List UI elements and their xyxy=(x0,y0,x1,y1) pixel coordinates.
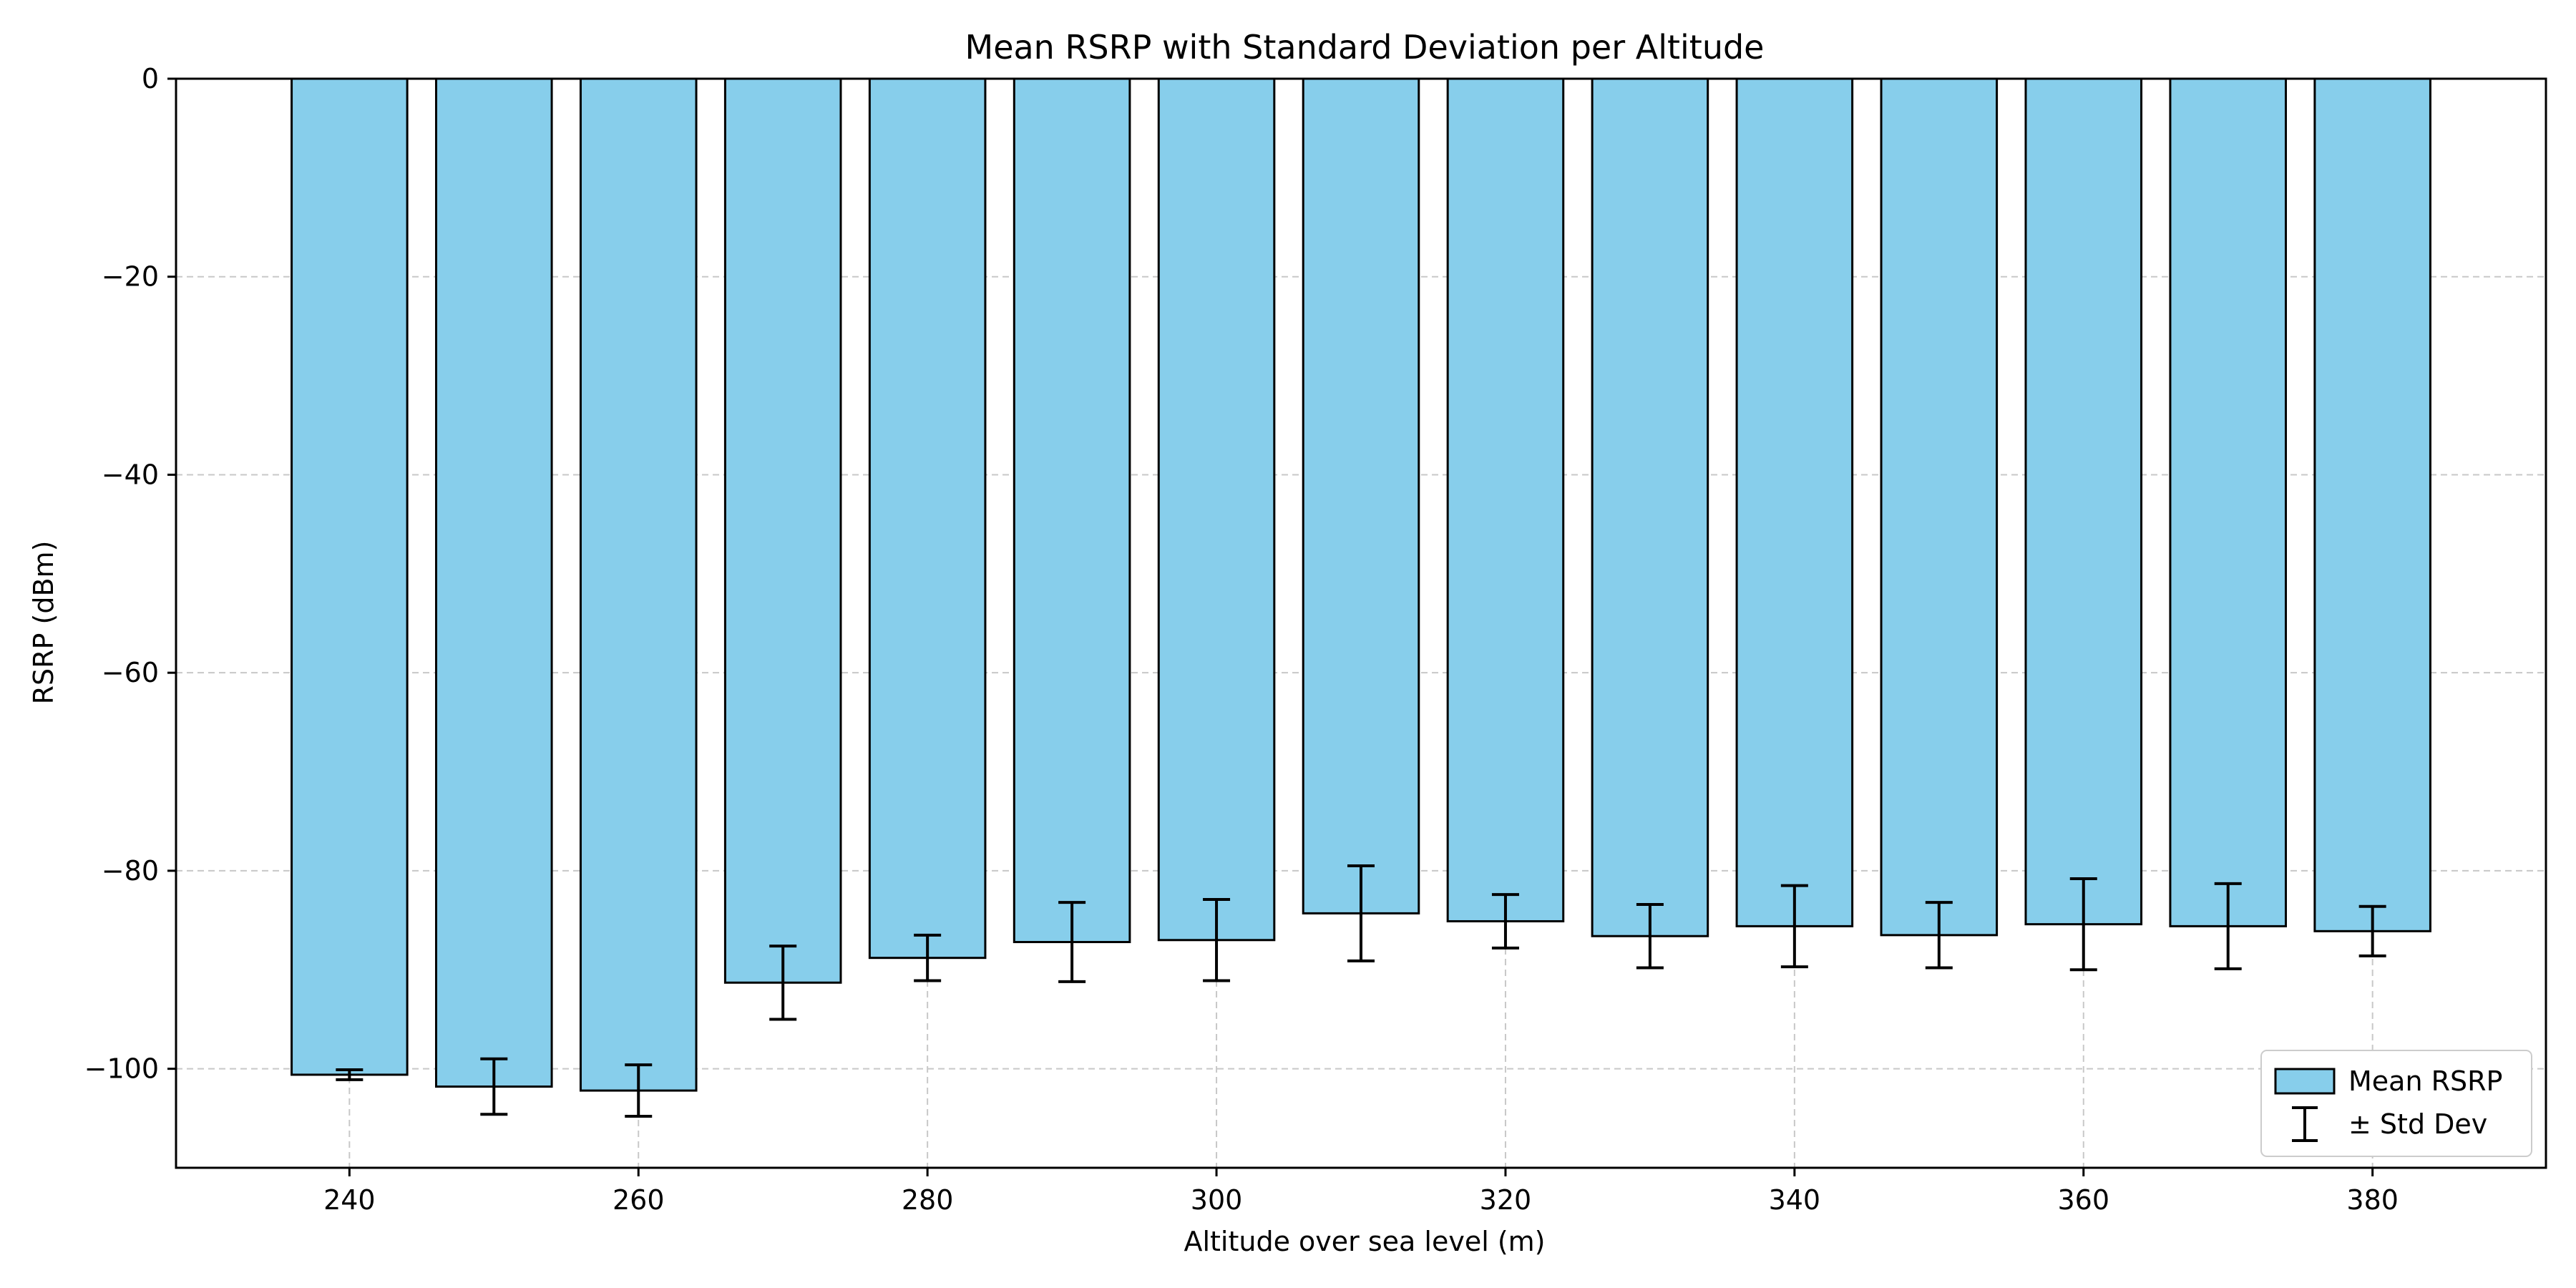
legend-swatch-mean-rsrp xyxy=(2274,1068,2336,1095)
y-tick-label: −80 xyxy=(102,855,159,887)
x-axis-ticks: 240 260 280 300 320 340 360 380 xyxy=(323,1168,2399,1216)
error-bar-240 xyxy=(336,1068,364,1081)
bar-250 xyxy=(435,77,553,1088)
bars xyxy=(291,77,2431,1092)
error-bar-280 xyxy=(914,933,942,982)
bar-310 xyxy=(1302,77,1420,914)
error-bar-290 xyxy=(1058,901,1086,983)
error-bar-350 xyxy=(1925,901,1953,970)
error-bar-270 xyxy=(769,945,797,1021)
bar-240 xyxy=(291,77,409,1076)
legend-swatch-std-dev xyxy=(2292,1106,2318,1142)
x-tick-label: 360 xyxy=(2057,1184,2109,1216)
error-bar-310 xyxy=(1347,864,1375,962)
x-tick-label: 280 xyxy=(902,1184,954,1216)
x-axis-label: Altitude over sea level (m) xyxy=(1184,1226,1545,1257)
bar-360 xyxy=(2024,77,2143,926)
error-bar-340 xyxy=(1780,884,1808,969)
plot-frame xyxy=(175,77,2547,1169)
chart-title: Mean RSRP with Standard Deviation per Al… xyxy=(965,28,1765,67)
legend-label-mean-rsrp: Mean RSRP xyxy=(2348,1065,2502,1097)
x-tick-label: 340 xyxy=(1769,1184,1821,1216)
error-bars xyxy=(336,864,2386,1118)
bar-320 xyxy=(1446,77,1565,922)
y-tick-label: −60 xyxy=(102,657,159,688)
bar-380 xyxy=(2313,77,2431,932)
bar-350 xyxy=(1880,77,1999,937)
x-tick-label: 320 xyxy=(1480,1184,1532,1216)
bar-260 xyxy=(579,77,698,1092)
bar-280 xyxy=(868,77,987,960)
x-tick-label: 300 xyxy=(1191,1184,1243,1216)
bar-290 xyxy=(1013,77,1131,944)
y-tick-label: 0 xyxy=(142,63,159,94)
bar-300 xyxy=(1157,77,1276,942)
error-bar-260 xyxy=(625,1063,653,1118)
y-axis-ticks: 0 −20 −40 −60 −80 −100 xyxy=(84,63,176,1085)
error-bar-320 xyxy=(1491,893,1519,950)
bar-370 xyxy=(2169,77,2287,927)
legend-label-std-dev: ± Std Dev xyxy=(2348,1108,2487,1140)
bar-340 xyxy=(1735,77,1854,927)
bar-330 xyxy=(1591,77,1709,937)
y-tick-label: −40 xyxy=(102,459,159,490)
legend: Mean RSRP ± Std Dev xyxy=(2260,1050,2532,1157)
error-bar-300 xyxy=(1203,898,1231,982)
error-bar-330 xyxy=(1636,902,1664,970)
x-tick-label: 240 xyxy=(323,1184,376,1216)
y-tick-label: −20 xyxy=(102,261,159,293)
error-bar-380 xyxy=(2358,904,2386,957)
error-bar-250 xyxy=(480,1057,508,1116)
x-tick-label: 260 xyxy=(613,1184,665,1216)
error-bar-370 xyxy=(2214,882,2242,970)
bar-270 xyxy=(723,77,842,984)
y-tick-label: −100 xyxy=(84,1053,159,1085)
error-bar-360 xyxy=(2069,877,2097,972)
x-tick-label: 380 xyxy=(2346,1184,2399,1216)
y-axis-label: RSRP (dBm) xyxy=(28,541,59,705)
